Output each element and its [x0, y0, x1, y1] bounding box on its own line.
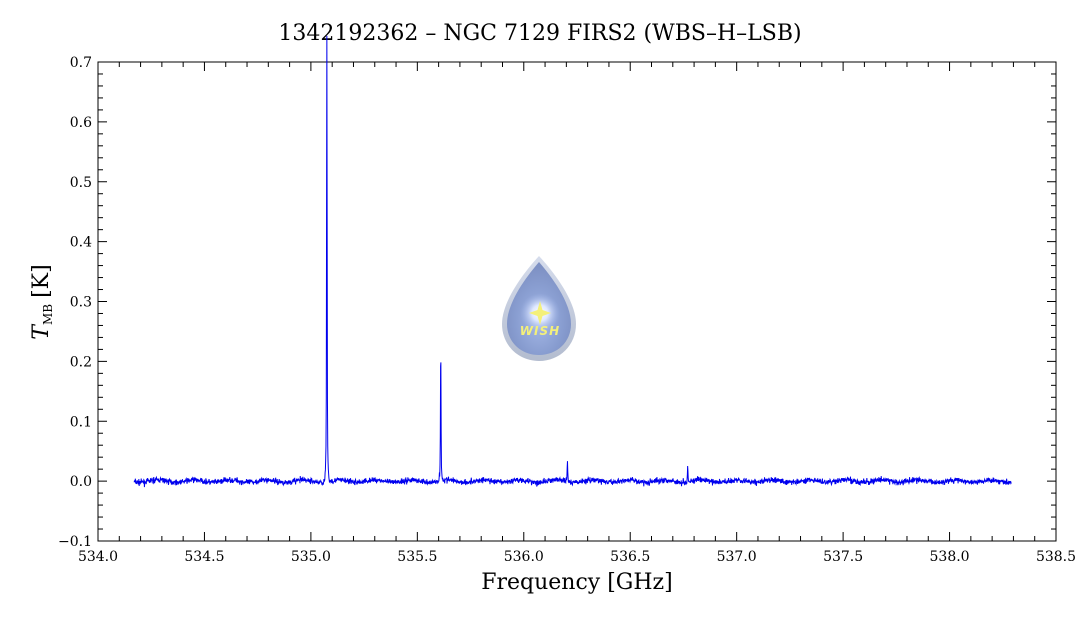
x-tick-label: 534.0: [78, 549, 118, 565]
y-tick-label: 0.2: [70, 354, 92, 370]
x-tick-label: 534.5: [184, 549, 224, 565]
y-tick-label: 0.4: [70, 235, 92, 251]
y-axis-unit: [K]: [29, 264, 54, 298]
y-tick-label: 0.0: [70, 474, 92, 490]
x-tick-label: 535.0: [291, 549, 331, 565]
x-tick-label: 536.5: [610, 549, 650, 565]
y-tick-label: 0.3: [70, 295, 92, 311]
y-tick-label: 0.5: [70, 175, 92, 191]
svg-text:TMB[K]: TMB [K]: [29, 264, 55, 339]
series-spectrum-line: [133, 35, 1012, 488]
chart-title: 1342192362 – NGC 7129 FIRS2 (WBS–H–LSB): [278, 21, 801, 46]
y-tick-label: 0.1: [70, 414, 92, 430]
x-tick-label: 538.5: [1036, 549, 1076, 565]
y-tick-label: −0.1: [58, 534, 92, 550]
y-tick-label: 0.7: [70, 55, 92, 71]
x-tick-label: 536.0: [504, 549, 544, 565]
x-axis-label: Frequency [GHz]: [481, 570, 673, 595]
plot-frame: [97, 61, 1057, 542]
x-tick-label: 538.0: [930, 549, 970, 565]
y-axis-symbol: T: [29, 323, 54, 340]
y-axis-label: TMB [K]: [29, 264, 55, 339]
logo-text: WISH: [520, 324, 560, 338]
wish-logo: WISH: [502, 256, 576, 361]
y-axis-subscript: MB: [41, 304, 55, 325]
x-tick-label: 537.0: [717, 549, 757, 565]
y-axis-ticks: −0.1 0.0 0.1 0.2 0.3 0.4 0.5 0.6 0.7: [58, 55, 1056, 550]
x-axis-ticks: 534.0 534.5 535.0 535.5 536.0 536.5 537.0 537.5…: [78, 62, 1076, 565]
y-tick-label: 0.6: [70, 115, 92, 131]
x-tick-label: 537.5: [823, 549, 863, 565]
x-tick-label: 535.5: [397, 549, 437, 565]
